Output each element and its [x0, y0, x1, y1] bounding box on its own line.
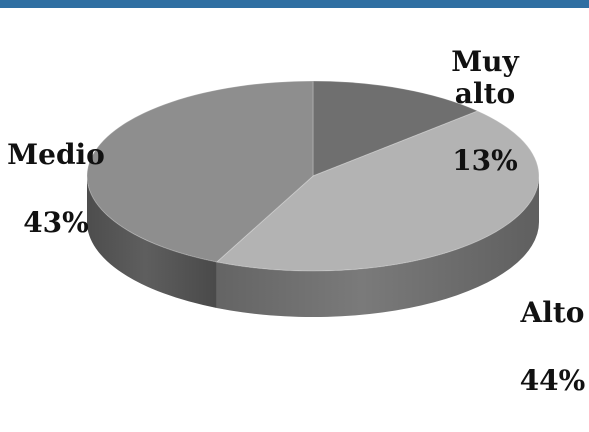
top-accent-bar [0, 0, 589, 8]
pie-chart [86, 80, 540, 317]
label-medio-name: Medio [7, 138, 105, 171]
label-alto-name: Alto [520, 296, 585, 329]
pie-sides [87, 176, 540, 317]
label-muy-alto-name: Muy alto [451, 45, 519, 110]
label-muy-alto: Muy alto 13% [420, 12, 550, 212]
pie-slice-alto [215, 110, 540, 272]
pie-side-shade-alto [216, 176, 540, 317]
label-medio-value: 43% [23, 206, 89, 239]
label-alto: Alto 44% [516, 262, 589, 432]
pie-side-shade-medio [87, 176, 217, 308]
label-alto-value: 44% [519, 364, 586, 397]
label-muy-alto-value: 13% [452, 144, 518, 177]
pie-tops [86, 80, 540, 272]
pie-slice-medio [86, 80, 314, 263]
pie-slice-muy-alto [312, 80, 480, 177]
label-medio: Medio 43% [6, 104, 106, 274]
chart-frame: Muy alto 13% Medio 43% Alto 44% [0, 0, 589, 397]
